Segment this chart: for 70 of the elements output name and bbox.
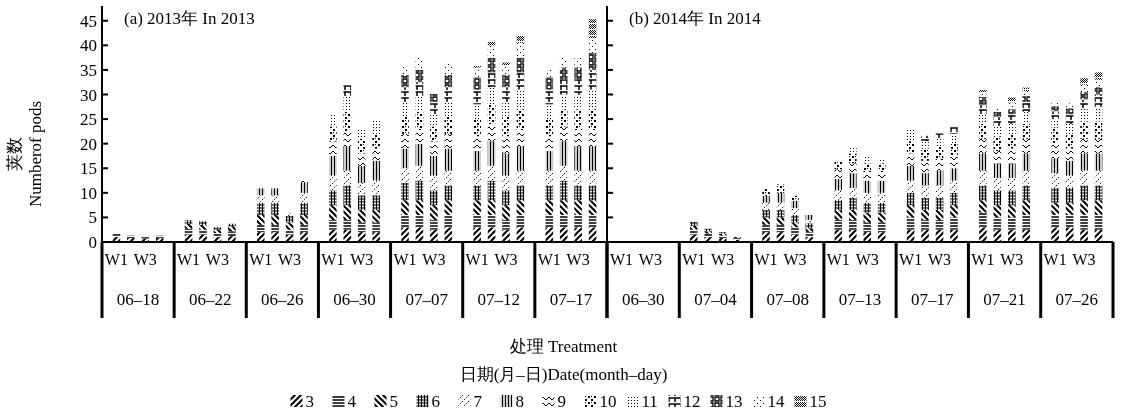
text: 07–07 [405, 290, 449, 309]
x-axis-title: 日期(月–日)Date(month–day) [459, 365, 668, 384]
chart-title: (b) 2014年 In 2014 [629, 9, 762, 28]
text: 06–30 [621, 290, 665, 309]
text: 07–26 [1055, 290, 1099, 309]
text: 07–08 [766, 290, 809, 309]
y-tick-label: 40 [80, 36, 97, 56]
x-tick-label: W3 [638, 251, 662, 268]
x-tick-label: W3 [133, 251, 157, 268]
legend-label: 10 [599, 392, 617, 411]
x-tick-label: W1 [177, 251, 201, 268]
y-tick-label: 0 [88, 233, 97, 252]
x-tick-label: W1 [899, 251, 923, 268]
text: 07–17 [911, 290, 955, 309]
text: 06–22 [188, 290, 232, 309]
x-tick-label: W3 [1072, 251, 1096, 268]
x-tick-label: W3 [494, 251, 518, 268]
text: 07–13 [838, 290, 882, 309]
legend-label: 9 [557, 392, 566, 411]
x-tick-label: W1 [1043, 251, 1067, 268]
legend-label: 6 [431, 392, 440, 411]
x-tick-label: W3 [350, 251, 374, 268]
x-tick-label: W1 [321, 251, 345, 268]
legend-label: 13 [725, 392, 743, 411]
x-tick-label: W3 [278, 251, 302, 268]
x-tick-label: W3 [783, 251, 807, 268]
chart-title: (a) 2013年 In 2013 [124, 9, 255, 28]
text: 07–12 [477, 290, 521, 309]
x-tick-label: W1 [249, 251, 273, 268]
x-tick-label: W3 [1000, 251, 1024, 268]
x-tick-label: W1 [826, 251, 850, 268]
text: 06–26 [261, 290, 304, 309]
y-tick-label: 45 [80, 11, 97, 31]
y-tick-label: 15 [80, 159, 97, 179]
y-tick-label: 30 [80, 85, 97, 105]
legend-label: 5 [389, 392, 398, 411]
y-tick-label: 10 [80, 183, 97, 203]
x-tick-label: W3 [855, 251, 879, 268]
y-tick-label: 5 [88, 208, 97, 228]
x-tick-label: W3 [422, 251, 446, 268]
text: 06–18 [116, 290, 160, 309]
x-tick-label: W1 [393, 251, 417, 268]
legend-label: 14 [767, 392, 785, 411]
x-tick-label: W1 [754, 251, 778, 268]
text: 07–21 [983, 290, 1026, 309]
legend-label: 11 [641, 392, 658, 411]
x-tick-label: W3 [711, 251, 735, 268]
text: 06–30 [333, 290, 376, 309]
x-tick-label: W1 [609, 251, 634, 268]
y-tick-label: 25 [80, 110, 97, 130]
x-tick-label: W1 [104, 251, 128, 268]
y-tick-label: 20 [80, 134, 97, 154]
x-tick-label: W1 [465, 251, 489, 268]
y-tick-label: 35 [80, 60, 97, 80]
legend-label: 12 [683, 392, 701, 411]
y-axis-title: 荚数 Numberof pods [5, 100, 45, 208]
x-axis-title: 处理 Treatment [509, 337, 618, 356]
x-tick-label: W3 [927, 251, 952, 268]
text: 07–17 [549, 290, 593, 309]
legend-label: 3 [305, 392, 314, 411]
legend-label: 4 [347, 392, 357, 411]
legend-label: 15 [809, 392, 827, 411]
legend-label: 8 [515, 392, 524, 411]
text: 07–04 [694, 290, 738, 309]
legend-label: 7 [473, 392, 483, 411]
x-tick-label: W1 [971, 251, 995, 268]
x-tick-label: W3 [205, 251, 229, 268]
x-tick-label: W3 [566, 251, 590, 268]
x-tick-label: W1 [537, 251, 561, 268]
x-tick-label: W1 [682, 251, 706, 268]
